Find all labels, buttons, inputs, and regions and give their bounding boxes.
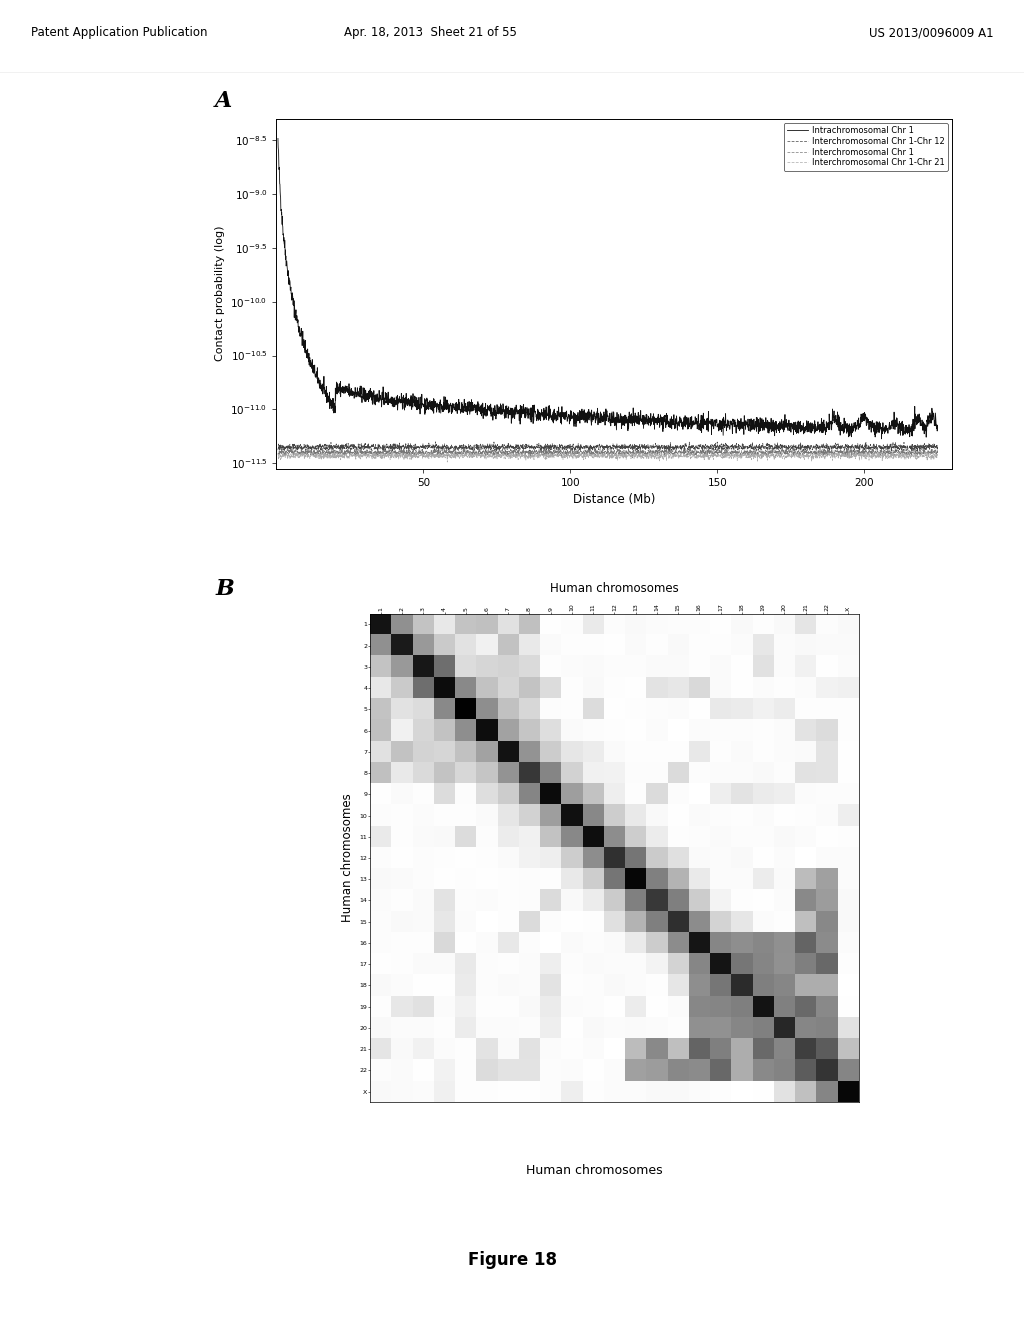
Y-axis label: Human chromosomes: Human chromosomes xyxy=(341,793,354,923)
Line: Interchromosomal Chr 1-Chr 21: Interchromosomal Chr 1-Chr 21 xyxy=(278,450,938,462)
Interchromosomal Chr 1 xyxy=(468,438,480,454)
Interchromosomal Chr 1-Chr 21 xyxy=(386,446,398,462)
Interchromosomal Chr 1-Chr 21 xyxy=(554,447,566,463)
Interchromosomal Chr 1-Chr 12 xyxy=(525,437,538,453)
Interchromosomal Chr 1-Chr 12 xyxy=(664,445,676,461)
Intrachromosomal Chr 1 xyxy=(553,408,565,424)
Interchromosomal Chr 1 xyxy=(347,445,359,461)
Interchromosomal Chr 1-Chr 21 xyxy=(786,442,799,458)
Intrachromosomal Chr 1 xyxy=(386,399,398,414)
Legend: Intrachromosomal Chr 1, Interchromosomal Chr 1-Chr 12, Interchromosomal Chr 1, I: Intrachromosomal Chr 1, Interchromosomal… xyxy=(783,123,948,170)
Intrachromosomal Chr 1 xyxy=(848,420,860,436)
Interchromosomal Chr 1-Chr 12 xyxy=(429,434,441,450)
Text: Figure 18: Figure 18 xyxy=(468,1251,556,1270)
Interchromosomal Chr 1-Chr 12 xyxy=(848,440,860,455)
Interchromosomal Chr 1 xyxy=(525,444,538,459)
Interchromosomal Chr 1-Chr 21 xyxy=(919,446,931,462)
Interchromosomal Chr 1-Chr 21 xyxy=(271,446,284,462)
Text: US 2013/0096009 A1: US 2013/0096009 A1 xyxy=(868,26,993,40)
Interchromosomal Chr 1-Chr 21 xyxy=(932,449,944,465)
Line: Interchromosomal Chr 1: Interchromosomal Chr 1 xyxy=(278,446,938,458)
Interchromosomal Chr 1 xyxy=(848,442,860,458)
Interchromosomal Chr 1-Chr 12 xyxy=(386,438,398,454)
Interchromosomal Chr 1-Chr 21 xyxy=(441,454,454,470)
Interchromosomal Chr 1-Chr 21 xyxy=(525,449,538,465)
Interchromosomal Chr 1-Chr 12 xyxy=(919,440,931,455)
Line: Interchromosomal Chr 1-Chr 12: Interchromosomal Chr 1-Chr 12 xyxy=(278,442,938,453)
Interchromosomal Chr 1 xyxy=(932,444,944,459)
Y-axis label: Contact probability (log): Contact probability (log) xyxy=(215,226,225,362)
Interchromosomal Chr 1-Chr 21 xyxy=(347,446,359,462)
Text: B: B xyxy=(215,578,233,601)
Interchromosomal Chr 1 xyxy=(554,442,566,458)
Interchromosomal Chr 1-Chr 12 xyxy=(271,442,284,458)
Text: Apr. 18, 2013  Sheet 21 of 55: Apr. 18, 2013 Sheet 21 of 55 xyxy=(344,26,516,40)
Text: A: A xyxy=(215,90,232,112)
Text: Patent Application Publication: Patent Application Publication xyxy=(31,26,207,40)
Intrachromosomal Chr 1 xyxy=(919,421,931,437)
Interchromosomal Chr 1-Chr 12 xyxy=(932,441,944,457)
Interchromosomal Chr 1 xyxy=(756,450,768,466)
Line: Intrachromosomal Chr 1: Intrachromosomal Chr 1 xyxy=(278,139,938,438)
Interchromosomal Chr 1-Chr 12 xyxy=(347,441,359,457)
Intrachromosomal Chr 1 xyxy=(347,384,359,400)
Interchromosomal Chr 1 xyxy=(271,446,284,462)
Interchromosomal Chr 1 xyxy=(919,445,931,461)
Intrachromosomal Chr 1 xyxy=(271,131,284,147)
Intrachromosomal Chr 1 xyxy=(524,409,537,425)
Interchromosomal Chr 1-Chr 12 xyxy=(554,442,566,458)
Text: Human chromosomes: Human chromosomes xyxy=(525,1164,663,1177)
Intrachromosomal Chr 1 xyxy=(876,430,888,446)
Interchromosomal Chr 1 xyxy=(386,445,398,461)
Intrachromosomal Chr 1 xyxy=(932,420,944,436)
Interchromosomal Chr 1-Chr 21 xyxy=(848,446,860,462)
X-axis label: Distance (Mb): Distance (Mb) xyxy=(573,494,655,506)
X-axis label: Human chromosomes: Human chromosomes xyxy=(550,582,679,595)
